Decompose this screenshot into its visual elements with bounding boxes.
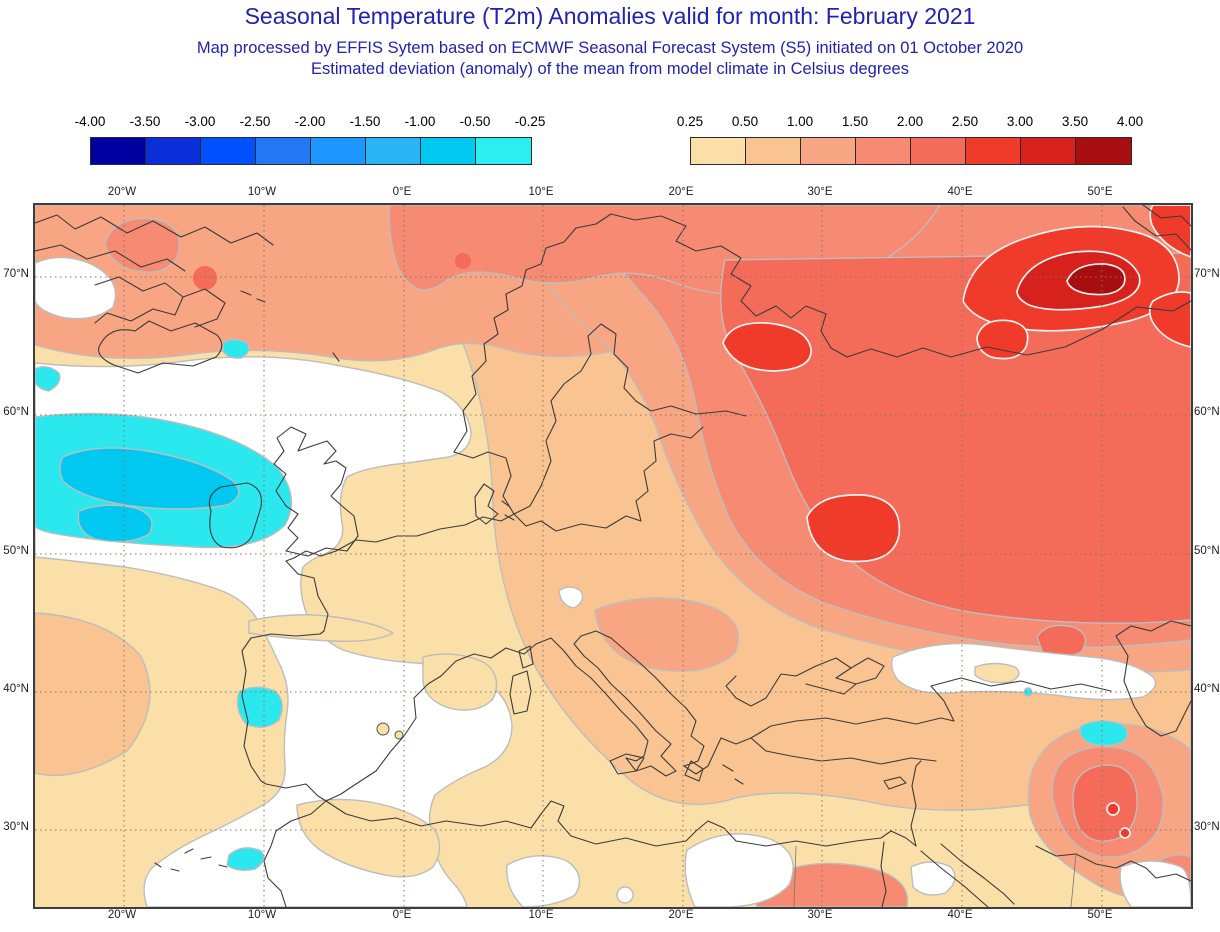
lon-label-bottom: 10°E	[528, 909, 554, 921]
legend-tick-label: -0.50	[459, 114, 491, 129]
legend-color-cell	[91, 138, 146, 164]
legend-color-cell	[1076, 138, 1131, 164]
lon-label-top: 10°W	[247, 186, 277, 198]
legend-color-cell	[201, 138, 256, 164]
legend-positive-bar	[690, 137, 1132, 165]
legend-tick-label: 3.00	[1006, 114, 1034, 129]
graticule	[35, 205, 1191, 907]
legend-negative-bar	[90, 137, 532, 165]
lat-label-left: 50°N	[3, 545, 29, 557]
lat-label-right: 70°N	[1194, 268, 1220, 280]
lon-label-bottom: 50°E	[1087, 909, 1113, 921]
anomaly-map	[33, 203, 1193, 909]
legend-color-cell	[1021, 138, 1076, 164]
lat-label-right: 30°N	[1194, 821, 1220, 833]
lat-label-right: 60°N	[1194, 406, 1220, 418]
page-title: Seasonal Temperature (T2m) Anomalies val…	[244, 3, 976, 29]
legend-negative: -4.00 -3.50 -3.00 -2.50 -2.00 -1.50 -1.00 -0.50…	[75, 114, 546, 165]
legend-tick-label: -3.00	[184, 114, 216, 129]
legend-tick-label: -2.50	[239, 114, 271, 129]
lat-label-right: 50°N	[1194, 545, 1220, 557]
lon-label-top: 40°E	[947, 186, 973, 198]
lat-label-left: 60°N	[3, 406, 29, 418]
legend-tick-label: -3.50	[129, 114, 161, 129]
lat-label-left: 40°N	[3, 683, 29, 695]
lon-label-top: 10°E	[528, 186, 554, 198]
page-subtitle-source: Map processed by EFFIS Sytem based on EC…	[196, 39, 1024, 57]
legend-color-cell	[856, 138, 911, 164]
coastlines	[35, 205, 1191, 907]
legend-tick-label: 1.00	[786, 114, 814, 129]
lat-label-right: 40°N	[1194, 683, 1220, 695]
lon-label-top: 30°E	[807, 186, 833, 198]
legend-tick-label: 0.25	[676, 114, 704, 129]
legend-tick-label: -0.25	[514, 114, 546, 129]
lat-label-left: 30°N	[3, 821, 29, 833]
legend-color-cell	[146, 138, 201, 164]
lon-label-top: 20°E	[668, 186, 694, 198]
legend-tick-label: -4.00	[74, 114, 106, 129]
legend-color-cell	[256, 138, 311, 164]
lon-label-bottom: 10°W	[247, 909, 277, 921]
legend-color-cell	[366, 138, 421, 164]
legend-positive: 0.25 0.50 1.00 1.50 2.00 2.50 3.00 3.50 4.00	[677, 114, 1143, 165]
legend-tick-label: -1.00	[404, 114, 436, 129]
legend-tick-label: 2.50	[951, 114, 979, 129]
legend-color-cell	[476, 138, 531, 164]
lon-label-top: 0°E	[392, 186, 412, 198]
lon-label-bottom: 20°E	[668, 909, 694, 921]
legend-tick-label: -1.50	[349, 114, 381, 129]
lon-label-top: 50°E	[1087, 186, 1113, 198]
legend-color-cell	[801, 138, 856, 164]
lon-label-bottom: 20°W	[107, 909, 137, 921]
legend-tick-label: 3.50	[1061, 114, 1089, 129]
map-svg	[35, 205, 1191, 907]
lon-label-bottom: 30°E	[807, 909, 833, 921]
lon-label-bottom: 0°E	[392, 909, 412, 921]
page-subtitle-units: Estimated deviation (anomaly) of the mea…	[311, 60, 909, 78]
legend-tick-label: 1.50	[841, 114, 869, 129]
lon-label-bottom: 40°E	[947, 909, 973, 921]
lat-label-left: 70°N	[3, 268, 29, 280]
legend-color-cell	[311, 138, 366, 164]
legend-color-cell	[746, 138, 801, 164]
legend-color-cell	[911, 138, 966, 164]
legend-negative-ticks: -4.00 -3.50 -3.00 -2.50 -2.00 -1.50 -1.00 -0.50…	[75, 114, 546, 131]
lon-label-top: 20°W	[107, 186, 137, 198]
legend-color-cell	[966, 138, 1021, 164]
legend-tick-label: 0.50	[731, 114, 759, 129]
legend-positive-ticks: 0.25 0.50 1.00 1.50 2.00 2.50 3.00 3.50 4.00	[677, 114, 1143, 131]
legend-tick-label: 2.00	[896, 114, 924, 129]
legend-tick-label: -2.00	[294, 114, 326, 129]
legend-tick-label: 4.00	[1116, 114, 1144, 129]
legend-color-cell	[421, 138, 476, 164]
legend-color-cell	[691, 138, 746, 164]
